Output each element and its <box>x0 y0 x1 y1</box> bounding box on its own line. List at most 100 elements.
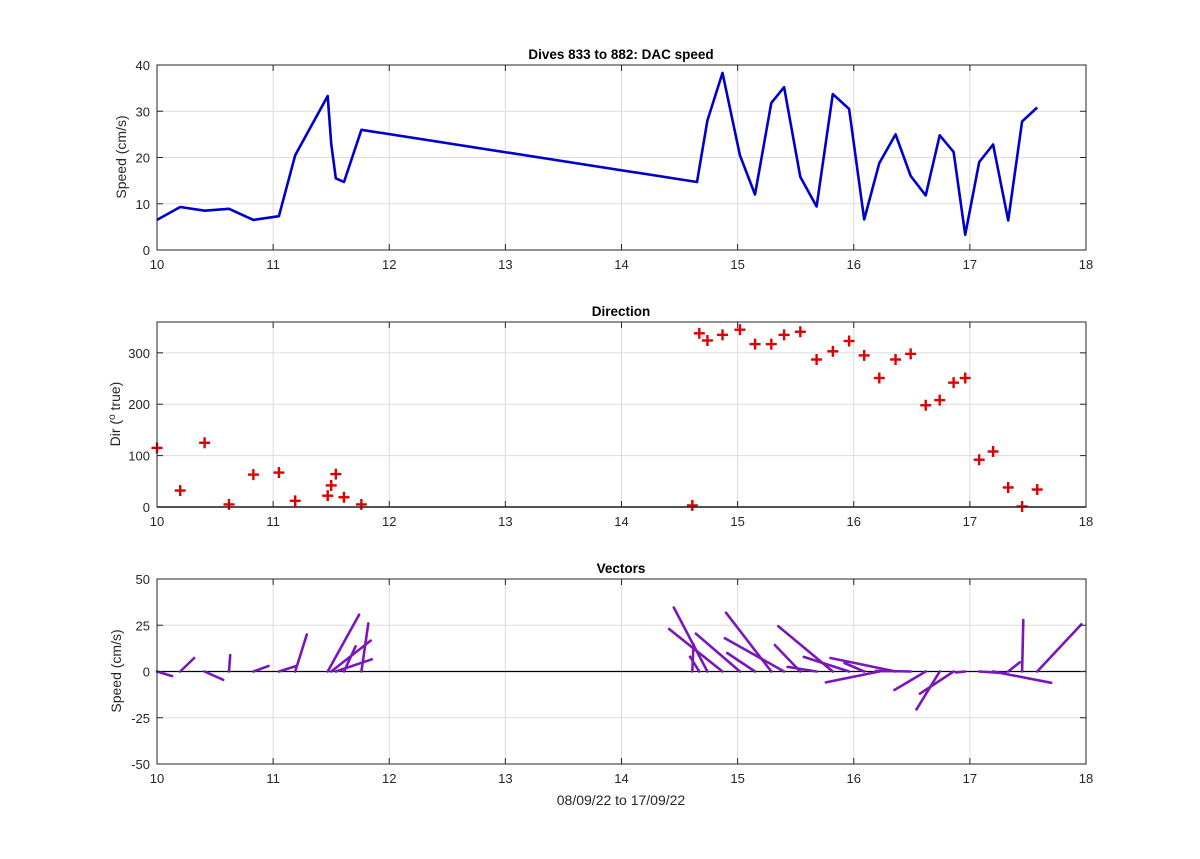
vectors-x-tick-label: 18 <box>1079 771 1093 786</box>
direction-point <box>355 498 367 510</box>
direction-point <box>749 338 761 350</box>
vectors-y-tick-label: 50 <box>136 572 150 587</box>
vector-stick <box>725 651 757 673</box>
direction-point <box>920 399 932 411</box>
direction-point <box>289 495 301 507</box>
speed-y-tick-label: 10 <box>136 197 150 212</box>
vector-stick <box>915 670 942 711</box>
direction-x-tick-label: 14 <box>614 514 628 529</box>
vectors-y-tick-label: 25 <box>136 618 150 633</box>
speed-x-tick-label: 15 <box>730 257 744 272</box>
speed-title: Dives 833 to 882: DAC speed <box>528 47 713 62</box>
vector-stick <box>954 670 967 674</box>
direction-point <box>765 338 777 350</box>
direction-point <box>717 329 729 341</box>
speed-y-tick-label: 0 <box>143 243 150 258</box>
direction-point <box>890 354 902 366</box>
direction-point <box>693 327 705 339</box>
speed-panel: Dives 833 to 882: DAC speed Speed (cm/s)… <box>113 47 1093 272</box>
vectors-title: Vectors <box>597 561 646 576</box>
speed-x-tick-label: 10 <box>150 257 164 272</box>
vector-stick <box>326 613 361 673</box>
vector-stick <box>227 653 232 673</box>
vectors-data <box>155 606 1086 711</box>
vector-stick <box>293 633 309 673</box>
speed-data <box>156 71 1039 236</box>
direction-x-tick-label: 17 <box>963 514 977 529</box>
vector-stick <box>694 632 742 673</box>
direction-point <box>1016 500 1028 512</box>
speed-x-tick-label: 16 <box>847 257 861 272</box>
vector-stick <box>893 670 928 692</box>
speed-x-tick-label: 11 <box>266 257 280 272</box>
vector-stick <box>786 665 818 673</box>
speed-x-tick-label: 12 <box>382 257 396 272</box>
direction-point <box>273 467 285 479</box>
direction-point <box>858 349 870 361</box>
vectors-x-tick-label: 14 <box>614 771 628 786</box>
direction-y-tick-label: 100 <box>128 449 150 464</box>
vectors-y-tick-label: -25 <box>131 711 150 726</box>
direction-point <box>701 335 713 346</box>
direction-point <box>734 324 746 336</box>
vectors-y-axis-label: Speed (cm/s) <box>108 629 124 712</box>
speed-x-tick-label: 17 <box>963 257 977 272</box>
vector-stick <box>991 670 1053 685</box>
direction-x-tick-label: 18 <box>1079 514 1093 529</box>
direction-x-tick-label: 13 <box>498 514 512 529</box>
speed-x-tick-label: 18 <box>1079 257 1093 272</box>
direction-point <box>223 498 235 510</box>
direction-point <box>948 377 960 389</box>
speed-y-tick-label: 30 <box>136 104 150 119</box>
vectors-x-tick-label: 10 <box>150 771 164 786</box>
direction-point <box>843 335 855 347</box>
vector-stick <box>723 636 786 673</box>
vectors-ticks: 10 11 12 13 14 15 16 17 18 -50 -25 0 25 50 <box>131 572 1093 786</box>
direction-y-tick-label: 300 <box>128 346 150 361</box>
vectors-y-tick-label: -50 <box>131 757 150 772</box>
speed-x-tick-label: 14 <box>614 257 628 272</box>
vectors-x-tick-label: 16 <box>847 771 861 786</box>
vectors-x-tick-label: 13 <box>498 771 512 786</box>
direction-x-tick-label: 16 <box>847 514 861 529</box>
direction-point <box>934 394 946 406</box>
vector-stick <box>688 655 701 673</box>
vectors-y-tick-label: 0 <box>143 665 150 680</box>
vector-stick <box>1035 622 1083 673</box>
direction-point <box>905 348 917 360</box>
vector-stick <box>360 622 370 673</box>
speed-grid <box>157 65 1086 250</box>
vector-stick <box>203 670 225 682</box>
direction-point <box>338 491 350 503</box>
direction-point <box>794 326 806 338</box>
vectors-x-tick-label: 11 <box>266 771 280 786</box>
vector-stick <box>155 670 174 678</box>
vector-stick <box>252 664 270 673</box>
direction-x-tick-label: 11 <box>266 514 280 529</box>
vector-stick <box>874 669 913 673</box>
vector-stick <box>824 670 881 684</box>
direction-x-tick-label: 10 <box>150 514 164 529</box>
direction-y-axis-label: Dir (o true) <box>107 382 123 447</box>
vectors-x-tick-label: 15 <box>730 771 744 786</box>
direction-point <box>1002 481 1014 493</box>
direction-point <box>325 479 337 491</box>
vector-stick <box>918 670 955 696</box>
vector-stick <box>277 664 298 673</box>
vectors-x-tick-label: 17 <box>963 771 977 786</box>
direction-point <box>973 454 985 466</box>
direction-point <box>873 372 885 384</box>
direction-point <box>247 469 259 481</box>
direction-point <box>778 329 790 341</box>
direction-point <box>1031 484 1043 496</box>
vector-stick <box>667 627 724 673</box>
direction-title: Direction <box>592 304 651 319</box>
direction-point <box>811 354 823 366</box>
vectors-x-axis-label: 08/09/22 to 17/09/22 <box>557 792 686 808</box>
direction-point <box>686 499 698 511</box>
speed-y-tick-label: 40 <box>136 58 150 73</box>
speed-series-line <box>156 71 1039 236</box>
direction-point <box>959 372 971 384</box>
